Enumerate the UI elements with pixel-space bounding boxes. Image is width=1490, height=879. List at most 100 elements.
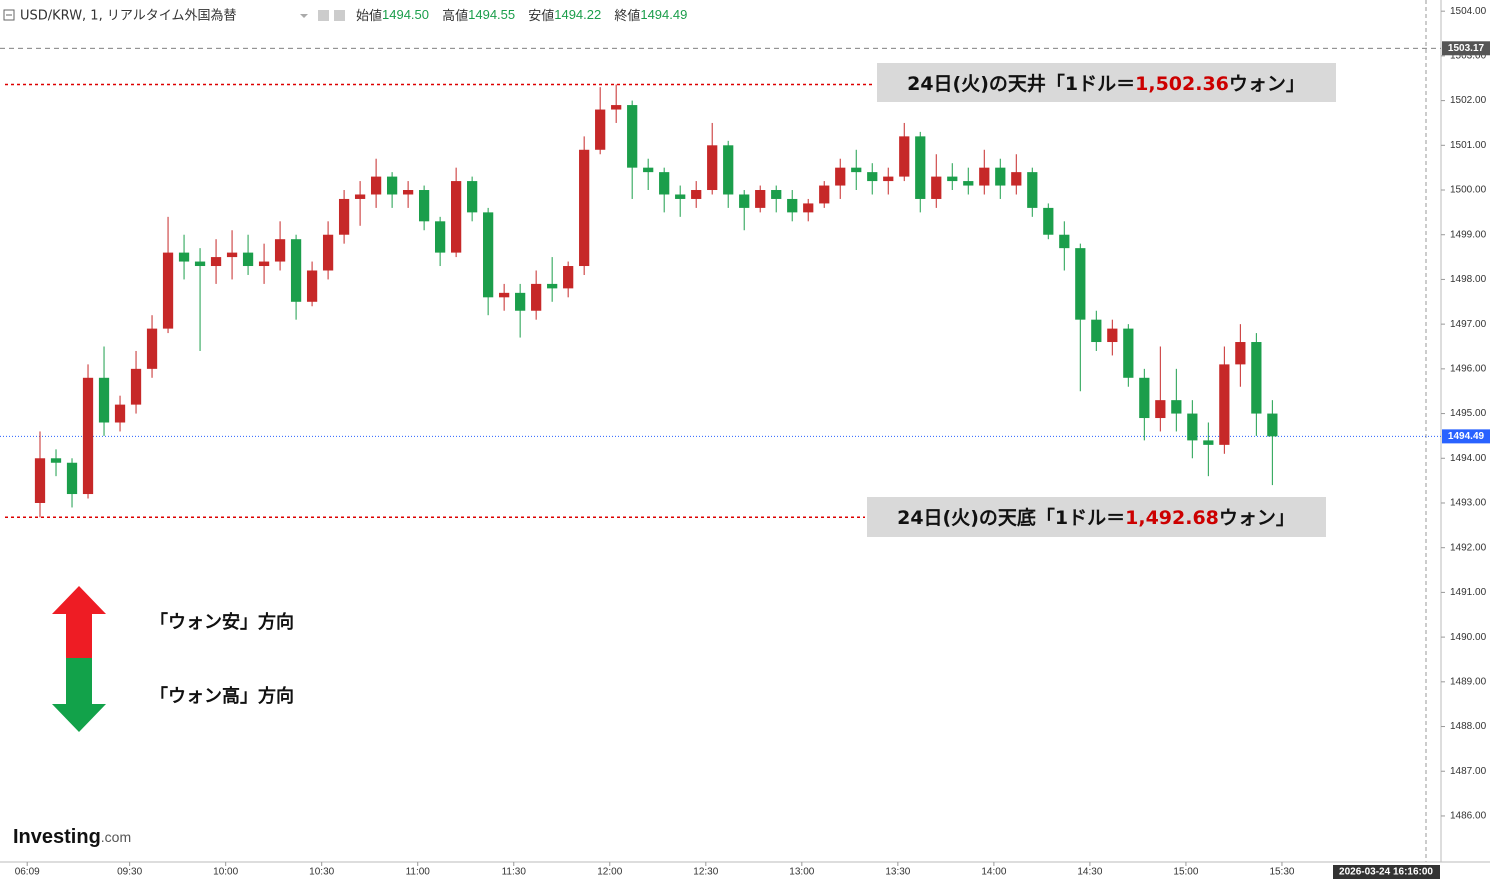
candle-body	[643, 167, 654, 173]
candle-body	[146, 328, 158, 369]
candle-body	[627, 105, 638, 168]
candle-body	[787, 198, 798, 213]
annotation-top: 24日(火)の天井「1ドル＝1,502.36ウォン」	[877, 63, 1336, 102]
y-tick-label: 1488.00	[1450, 721, 1487, 732]
candle-body	[819, 185, 830, 204]
candle-body	[435, 221, 446, 253]
y-tick-label: 1492.00	[1450, 542, 1487, 553]
candle-body	[851, 167, 862, 173]
candle-body	[130, 368, 142, 405]
up-arrow	[52, 586, 106, 658]
candle-body	[1203, 440, 1214, 445]
candle-body	[274, 239, 286, 262]
y-tick-label: 1493.00	[1450, 498, 1487, 509]
high-value: 1494.55	[468, 7, 515, 22]
candle-body	[114, 404, 126, 423]
candle-body	[451, 181, 462, 253]
y-tick-label: 1498.00	[1450, 274, 1487, 285]
candle-body	[50, 458, 62, 463]
candle-body	[467, 181, 478, 213]
candle-body	[595, 109, 606, 150]
logo: Investing.com	[13, 826, 131, 848]
candle-body	[162, 252, 174, 329]
candle-body	[563, 266, 574, 289]
annotation-value: 1,502.36	[1135, 73, 1229, 95]
annotation-prefix: 24日(火)の天井「1ドル＝	[907, 72, 1135, 95]
annotation-value: 1,492.68	[1125, 507, 1219, 529]
candle-body	[979, 167, 990, 186]
logo-suffix: .com	[101, 829, 131, 845]
last-price-label: 1494.49	[1448, 431, 1485, 442]
plot	[0, 47, 1441, 519]
candle-body	[226, 252, 238, 258]
y-tick-label: 1502.00	[1450, 95, 1487, 106]
x-tick-label: 14:00	[981, 867, 1006, 878]
y-tick-label: 1500.00	[1450, 185, 1487, 196]
candle-body	[98, 377, 110, 423]
x-tick-label: 11:30	[502, 867, 527, 878]
y-tick-label: 1490.00	[1450, 632, 1487, 643]
candle-body	[707, 145, 718, 191]
annotation-prefix: 24日(火)の天底「1ドル＝	[897, 506, 1125, 529]
y-tick-label: 1489.00	[1450, 676, 1487, 687]
candle-body	[483, 212, 494, 298]
y-tick-label: 1499.00	[1450, 229, 1487, 240]
candle-body	[899, 136, 910, 177]
y-tick-label: 1501.00	[1450, 140, 1487, 151]
up-label: 「ウォン安」方向	[150, 611, 294, 633]
candle-body	[499, 292, 510, 298]
timestamp: 2026-03-24 16:16:00	[1339, 867, 1433, 878]
candle-body	[755, 190, 766, 208]
x-tick-label: 15:00	[1173, 867, 1198, 878]
dropdown-icon[interactable]	[300, 14, 308, 18]
logo-brand: Investing	[13, 826, 101, 848]
high-label: 高値	[442, 8, 468, 24]
candle-body	[354, 194, 366, 199]
candle-body	[194, 261, 206, 267]
candle-body	[867, 172, 878, 182]
collapse-icon[interactable]	[3, 9, 15, 21]
candle-body	[915, 136, 926, 199]
eye-icon[interactable]	[318, 10, 329, 21]
down-label: 「ウォン高」方向	[150, 685, 294, 707]
candle-body	[771, 190, 782, 199]
candle-body	[547, 283, 558, 289]
y-tick-label: 1504.00	[1450, 6, 1487, 17]
x-tick-label: 13:00	[789, 867, 814, 878]
annotation-suffix: ウォン」	[1219, 507, 1295, 529]
candle-body	[1027, 172, 1038, 208]
candle-body	[723, 145, 734, 195]
candle-body	[1123, 328, 1134, 378]
open-label: 始値	[356, 8, 382, 24]
x-tick-label: 15:30	[1269, 867, 1294, 878]
x-tick-label: 13:30	[885, 867, 910, 878]
last-price-tag	[1442, 429, 1490, 444]
annotation-text: 24日(火)の天底「1ドル＝1,492.68ウォン」	[897, 506, 1295, 529]
x-tick-label: 12:30	[693, 867, 718, 878]
candle-body	[515, 292, 526, 311]
direction-legend: 「ウォン安」方向 「ウォン高」方向	[52, 586, 294, 732]
x-tick-label: 09:30	[117, 867, 142, 878]
x-tick-label: 12:00	[597, 867, 622, 878]
annotation-text: 24日(火)の天井「1ドル＝1,502.36ウォン」	[907, 72, 1305, 95]
settings-icon[interactable]	[334, 10, 345, 21]
candle-body	[531, 283, 542, 311]
candle-body	[1043, 207, 1054, 235]
annotation-box	[867, 497, 1326, 537]
candle-body	[210, 257, 222, 267]
candle-body	[659, 172, 670, 195]
candle-body	[370, 176, 382, 195]
y-tick-label: 1503.00	[1450, 51, 1487, 62]
candle-body	[1139, 377, 1150, 419]
candle-body	[1171, 400, 1182, 414]
x-tick-label: 06:09	[15, 867, 40, 878]
candle-body	[306, 270, 318, 302]
symbol: USD/KRW, 1, リアルタイム外国為替	[20, 8, 236, 24]
candle-body	[242, 252, 254, 267]
candle-body	[739, 194, 750, 208]
candle-body	[675, 194, 686, 199]
y-tick-label: 1487.00	[1450, 766, 1487, 777]
candle-body	[1235, 342, 1246, 365]
